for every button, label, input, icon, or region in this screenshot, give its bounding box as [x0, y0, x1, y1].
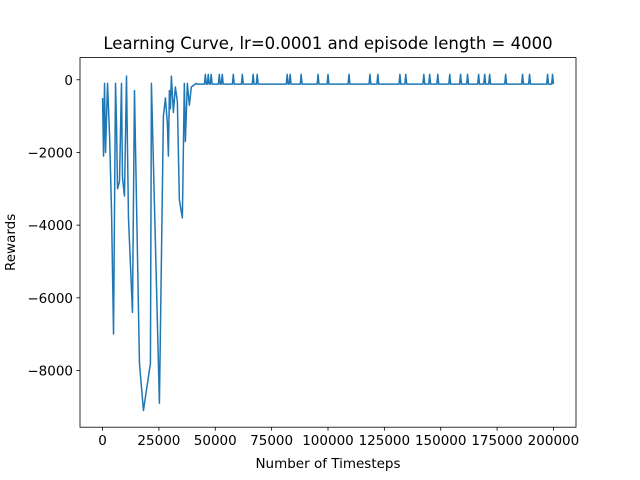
x-tick-label: 100000	[302, 433, 354, 449]
axes-frame	[79, 57, 577, 428]
x-tick-label: 150000	[415, 433, 467, 449]
y-tick-label: 0	[64, 73, 73, 89]
x-tick-label: 0	[98, 433, 107, 449]
x-tick-label: 50000	[194, 433, 237, 449]
y-tick-label: −2000	[27, 145, 73, 161]
y-tick-label: −6000	[27, 291, 73, 307]
line-series	[101, 73, 555, 412]
x-tick-label: 175000	[471, 433, 523, 449]
chart-title: Learning Curve, lr=0.0001 and episode le…	[103, 34, 552, 53]
x-tick-label: 200000	[528, 433, 580, 449]
y-tick-label: −4000	[27, 218, 73, 234]
y-tick-label: −8000	[27, 364, 73, 380]
x-tick-label: 75000	[250, 433, 293, 449]
y-axis-label: Rewards	[3, 214, 19, 271]
x-axis-label: Number of Timesteps	[255, 456, 400, 472]
x-tick-label: 125000	[359, 433, 411, 449]
x-tick-label: 25000	[137, 433, 180, 449]
